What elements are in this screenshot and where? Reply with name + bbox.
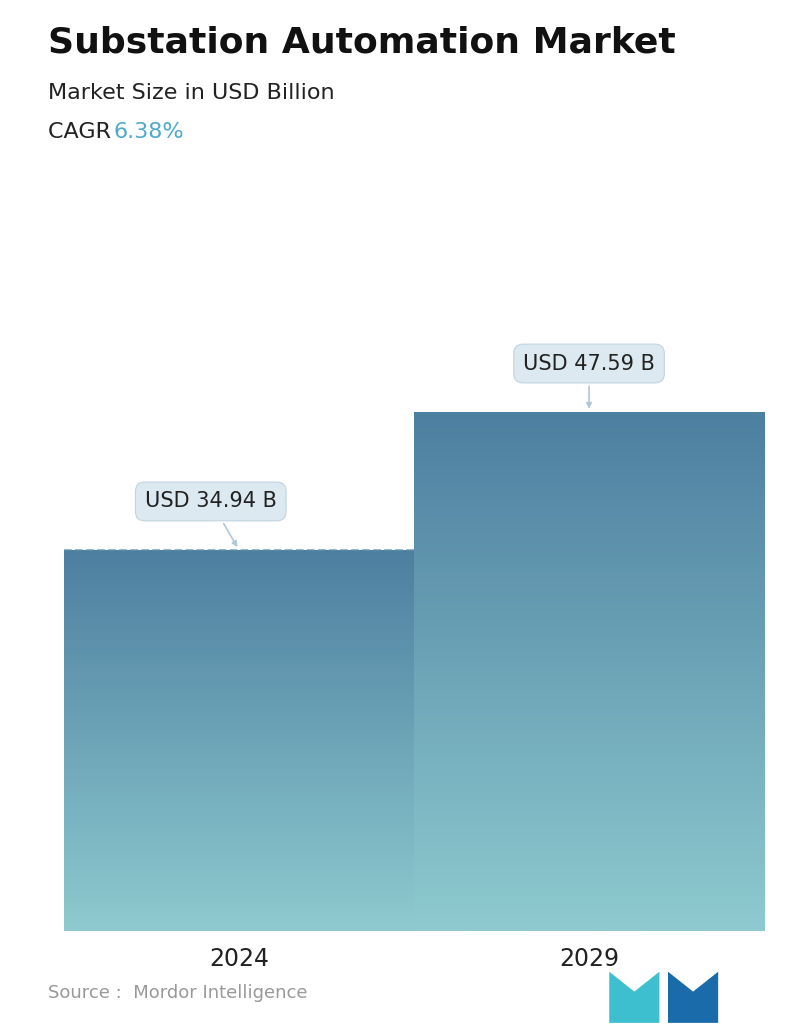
Text: CAGR: CAGR	[48, 122, 125, 142]
Text: USD 47.59 B: USD 47.59 B	[523, 354, 655, 407]
Text: Market Size in USD Billion: Market Size in USD Billion	[48, 83, 334, 102]
Text: Source :  Mordor Intelligence: Source : Mordor Intelligence	[48, 984, 307, 1002]
Text: Substation Automation Market: Substation Automation Market	[48, 26, 676, 60]
Polygon shape	[609, 972, 659, 1023]
Text: USD 34.94 B: USD 34.94 B	[145, 491, 277, 546]
Text: 6.38%: 6.38%	[113, 122, 184, 142]
Polygon shape	[668, 972, 718, 1023]
